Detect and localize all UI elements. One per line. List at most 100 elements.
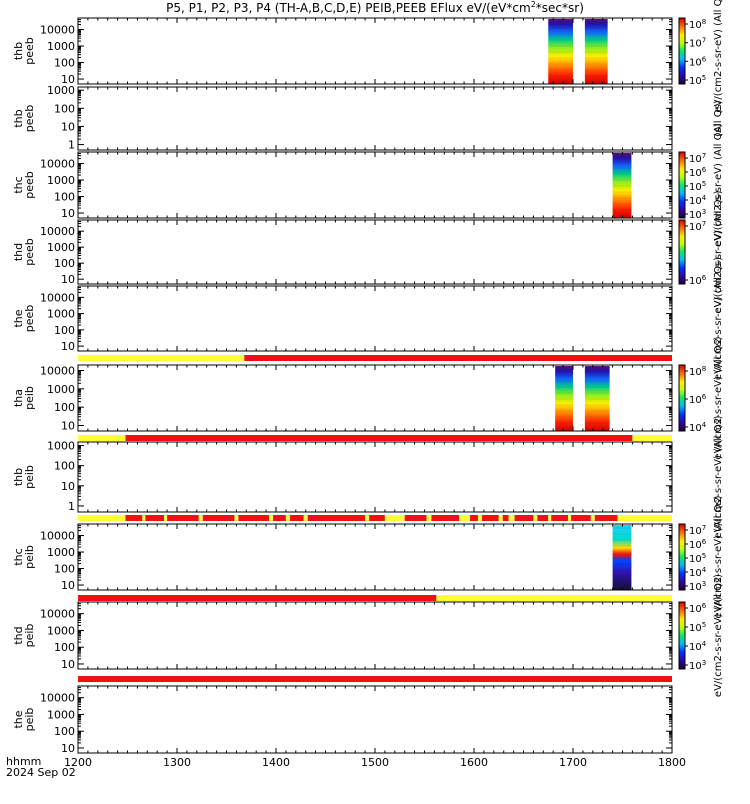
instrument-label: peeb — [23, 105, 36, 133]
quality-flag-segment — [78, 515, 126, 521]
x-tick-label: 1500 — [361, 756, 389, 769]
panel-frame — [77, 219, 673, 285]
quality-flag-segment — [404, 515, 427, 521]
quality-flag-segment — [289, 515, 304, 521]
quality-flag-segment — [617, 515, 672, 521]
panel-thb-peeb: 1 10 100 1000 thbpeeb (All Qs) — [12, 84, 724, 151]
panel-frame — [77, 151, 673, 219]
quality-flag-segment — [164, 515, 168, 521]
y-tick-label: 10 — [61, 658, 75, 671]
probe-label: the — [12, 309, 25, 327]
y-axis-label: thepeeb — [12, 305, 36, 333]
colorbar-label: eV/(cm2-s-sr-eV) (All Qs) — [713, 495, 724, 618]
colorbar-tick-label: 104 — [689, 640, 707, 653]
panel-thb-peib: 1 10 100 1000 thbpeib eV/(cm2-s-sr-eV) (All Q… — [12, 415, 724, 538]
y-tick-label: 1000 — [47, 624, 75, 637]
colorbar — [678, 151, 686, 219]
y-tick-label: 100 — [54, 401, 75, 414]
colorbar-label: eV/(cm2-s-sr-eV) (All Qs) — [713, 336, 724, 459]
colorbar — [678, 601, 686, 670]
quality-flag-segment — [571, 515, 591, 521]
colorbar-tick-label: 104 — [689, 194, 707, 207]
quality-flag-segment — [477, 515, 482, 521]
quality-flag-segment — [142, 515, 146, 521]
y-tick-label: 10000 — [40, 291, 75, 304]
panel-frame — [77, 685, 673, 754]
y-tick-label: 10000 — [40, 608, 75, 621]
panel-frame — [77, 441, 673, 513]
y-tick-label: 1000 — [47, 84, 75, 97]
colorbar-tick-label: 105 — [689, 552, 706, 565]
quality-flag-segment — [459, 515, 471, 521]
quality-flag-segment — [426, 515, 432, 521]
y-tick-label: 1000 — [47, 440, 75, 453]
colorbar-tick-label: 104 — [689, 421, 707, 434]
instrument-label: peeb — [23, 305, 36, 333]
quality-flag-segment — [198, 515, 203, 521]
panel-frame — [77, 523, 673, 591]
instrument-label: peib — [23, 545, 36, 569]
y-tick-label: 1000 — [47, 708, 75, 721]
y-tick-label: 10000 — [40, 225, 75, 238]
panel-thd-peeb: 10 100 1000 10000 thdpeeb 107 106 eV/(cm2-s-sr-… — [12, 190, 724, 313]
y-axis-label: thbpeib — [12, 465, 36, 489]
panel-frame — [77, 86, 673, 151]
instrument-label: peib — [23, 708, 36, 732]
x-tick-label: 1300 — [163, 756, 191, 769]
side-label: eV/(cm2-s-sr-eV) (All Qs) — [713, 415, 724, 538]
quality-flag-segment — [78, 676, 672, 682]
y-tick-label: 1000 — [47, 241, 75, 254]
panel-frame — [77, 364, 673, 432]
panel-tha-peib: 10 100 1000 10000 thapeib 108 106 104 eV/(cm2-s-… — [12, 336, 724, 459]
y-tick-label: 10000 — [40, 692, 75, 705]
x-tick-label: 1800 — [658, 756, 686, 769]
y-tick-label: 10 — [61, 419, 75, 432]
colorbar-label: eV/(cm2-s-sr-eV) (All Qs) — [713, 574, 724, 697]
probe-label: thc — [12, 176, 25, 193]
instrument-label: peib — [23, 386, 36, 410]
probe-label: tha — [12, 389, 25, 407]
x-tick-label: 1200 — [64, 756, 92, 769]
y-axis-label: thcpeib — [12, 545, 36, 569]
colorbar-tick-label: 105 — [689, 621, 706, 634]
instrument-label: peib — [23, 465, 36, 489]
y-tick-label: 10 — [61, 207, 75, 220]
y-tick-label: 1000 — [47, 308, 75, 321]
probe-label: thc — [12, 548, 25, 565]
y-tick-label: 100 — [54, 460, 75, 473]
colorbar-label: eV/(cm2-s-sr-eV) (All Qs) — [713, 190, 724, 313]
colorbar — [678, 523, 686, 591]
colorbar — [678, 17, 686, 85]
spectrogram-block — [584, 366, 610, 431]
colorbar-tick-label: 106 — [689, 274, 707, 287]
y-tick-label: 10 — [61, 742, 75, 755]
quality-flag-segment — [145, 515, 165, 521]
y-axis-label: thdpeib — [12, 624, 36, 648]
colorbar-label: eV/(cm2-s-sr-eV) (All Qs) — [713, 123, 724, 246]
y-tick-label: 1000 — [47, 40, 75, 53]
y-tick-label: 100 — [54, 563, 75, 576]
probe-label: thb — [12, 109, 25, 127]
y-axis-label: thdpeeb — [12, 238, 36, 266]
quality-flag-segment — [384, 515, 405, 521]
panel-the-peeb: 10 100 1000 10000 thepeeb eV/(cm2-s-sr-eV) (A… — [12, 257, 724, 380]
chart-title: P5, P1, P2, P3, P4 (TH-A,B,C,D,E) PEIB,P… — [166, 0, 584, 15]
quality-flag-segment — [238, 515, 270, 521]
y-tick-label: 1000 — [47, 546, 75, 559]
quality-flag-segment — [269, 515, 274, 521]
y-tick-label: 10 — [61, 579, 75, 592]
colorbar-tick-label: 106 — [689, 55, 707, 68]
quality-flag-segment — [481, 515, 499, 521]
x-tick-label: 1600 — [460, 756, 488, 769]
quality-flag-segment — [470, 515, 478, 521]
x-tick-label: 1400 — [262, 756, 290, 769]
quality-flag-segment — [125, 435, 633, 441]
y-tick-label: 1000 — [47, 383, 75, 396]
quality-flag-segment — [125, 515, 143, 521]
colorbar-tick-label: 106 — [689, 538, 707, 551]
quality-flag-segment — [234, 515, 239, 521]
probe-label: thb — [12, 42, 25, 60]
